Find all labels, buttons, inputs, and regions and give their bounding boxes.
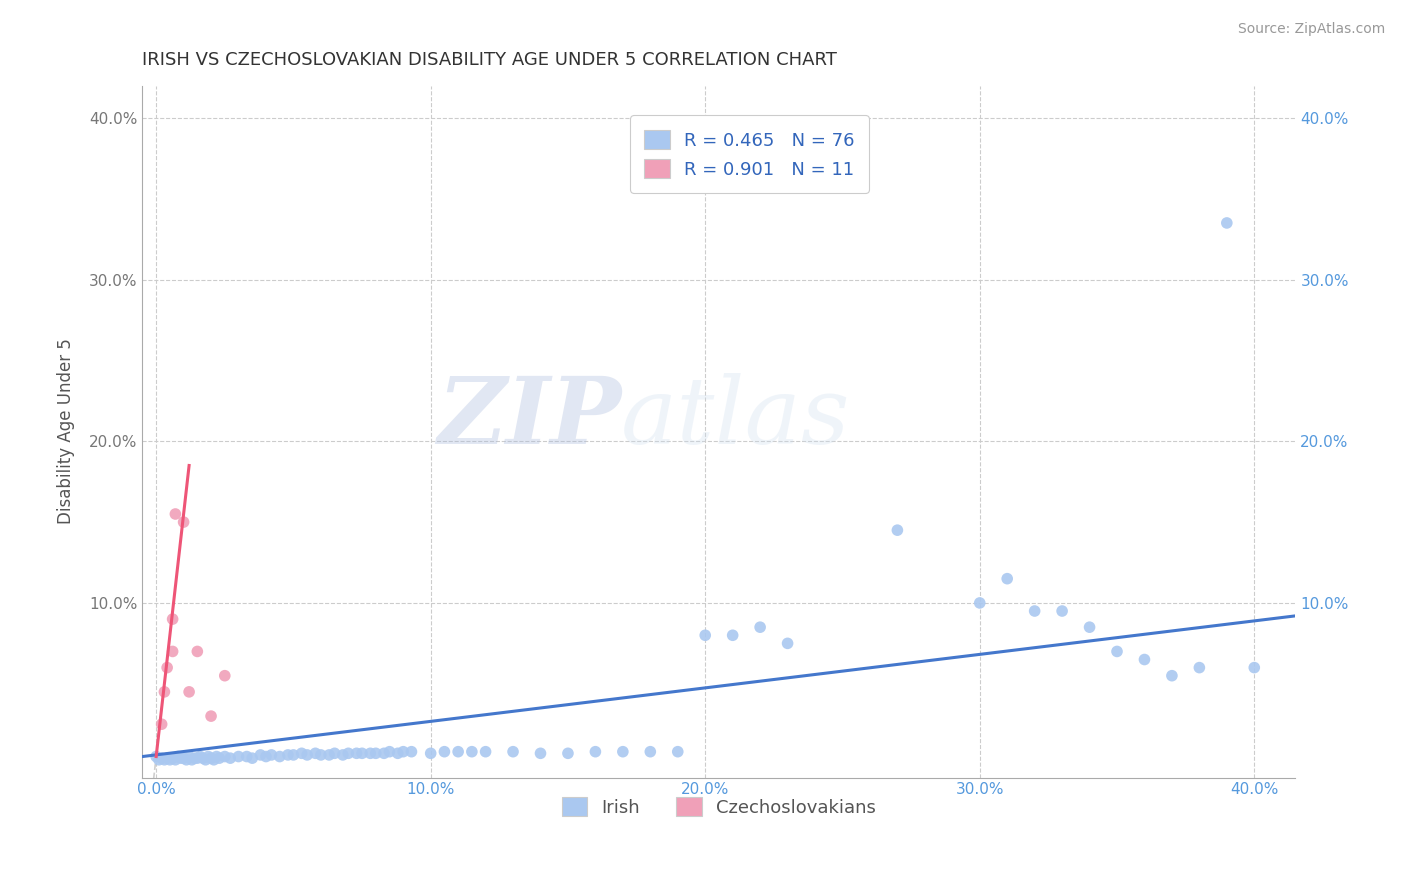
Point <box>364 747 387 761</box>
Point <box>419 747 441 761</box>
Point <box>177 749 200 764</box>
Point <box>254 749 277 764</box>
Point <box>309 747 332 762</box>
Point <box>240 751 263 765</box>
Point <box>1188 660 1211 674</box>
Point <box>194 753 217 767</box>
Point <box>214 669 236 683</box>
Point <box>886 523 908 537</box>
Point <box>148 753 170 767</box>
Point <box>191 751 214 765</box>
Point <box>228 749 250 764</box>
Point <box>1216 216 1239 230</box>
Point <box>1078 620 1101 634</box>
Point <box>165 753 187 767</box>
Point <box>392 745 415 759</box>
Point <box>186 644 208 658</box>
Point <box>269 749 291 764</box>
Point <box>387 747 409 761</box>
Point <box>557 747 579 761</box>
Point <box>1050 604 1073 618</box>
Point <box>162 612 184 626</box>
Point <box>695 628 717 642</box>
Point <box>260 747 283 762</box>
Point <box>205 749 228 764</box>
Point <box>219 751 242 765</box>
Point <box>202 753 225 767</box>
Point <box>145 749 167 764</box>
Point <box>666 745 689 759</box>
Point <box>969 596 991 610</box>
Point <box>176 753 198 767</box>
Point <box>318 747 340 762</box>
Point <box>1105 644 1128 658</box>
Point <box>433 745 456 759</box>
Point <box>401 745 423 759</box>
Point <box>197 749 219 764</box>
Point <box>447 745 470 759</box>
Point <box>167 749 190 764</box>
Point <box>156 660 179 674</box>
Point <box>183 751 205 765</box>
Text: atlas: atlas <box>621 373 851 463</box>
Point <box>304 747 326 761</box>
Point <box>173 515 195 529</box>
Point <box>346 747 368 761</box>
Point <box>612 745 634 759</box>
Text: Source: ZipAtlas.com: Source: ZipAtlas.com <box>1237 22 1385 37</box>
Point <box>337 747 360 761</box>
Text: IRISH VS CZECHOSLOVAKIAN DISABILITY AGE UNDER 5 CORRELATION CHART: IRISH VS CZECHOSLOVAKIAN DISABILITY AGE … <box>142 51 838 69</box>
Point <box>188 749 211 764</box>
Point <box>529 747 551 761</box>
Point <box>291 747 314 761</box>
Point <box>156 751 179 765</box>
Point <box>502 745 524 759</box>
Point <box>332 747 354 762</box>
Point <box>359 747 381 761</box>
Point <box>640 745 662 759</box>
Point <box>995 572 1018 586</box>
Point <box>173 751 195 765</box>
Point <box>1133 652 1156 666</box>
Point <box>249 747 271 762</box>
Point <box>162 644 184 658</box>
Y-axis label: Disability Age Under 5: Disability Age Under 5 <box>58 339 75 524</box>
Point <box>283 747 305 762</box>
Point <box>1161 669 1184 683</box>
Point <box>373 747 395 761</box>
Point <box>165 507 187 521</box>
Point <box>295 747 318 762</box>
Point <box>162 751 184 765</box>
Point <box>153 753 176 767</box>
Point <box>277 747 299 762</box>
Point <box>583 745 606 759</box>
Point <box>721 628 744 642</box>
Point <box>208 751 231 765</box>
Point <box>170 751 193 765</box>
Point <box>153 685 176 699</box>
Point <box>749 620 772 634</box>
Point <box>474 745 496 759</box>
Text: ZIP: ZIP <box>437 373 621 463</box>
Point <box>352 747 374 761</box>
Point <box>180 753 202 767</box>
Point <box>200 751 222 765</box>
Point <box>378 745 401 759</box>
Legend: Irish, Czechoslovakians: Irish, Czechoslovakians <box>555 789 883 824</box>
Point <box>776 636 799 650</box>
Point <box>461 745 484 759</box>
Point <box>323 747 346 761</box>
Point <box>150 717 173 731</box>
Point <box>214 749 236 764</box>
Point <box>235 749 257 764</box>
Point <box>150 751 173 765</box>
Point <box>177 685 200 699</box>
Point <box>1024 604 1046 618</box>
Point <box>159 753 181 767</box>
Point <box>186 751 208 765</box>
Point <box>200 709 222 723</box>
Point <box>1243 660 1265 674</box>
